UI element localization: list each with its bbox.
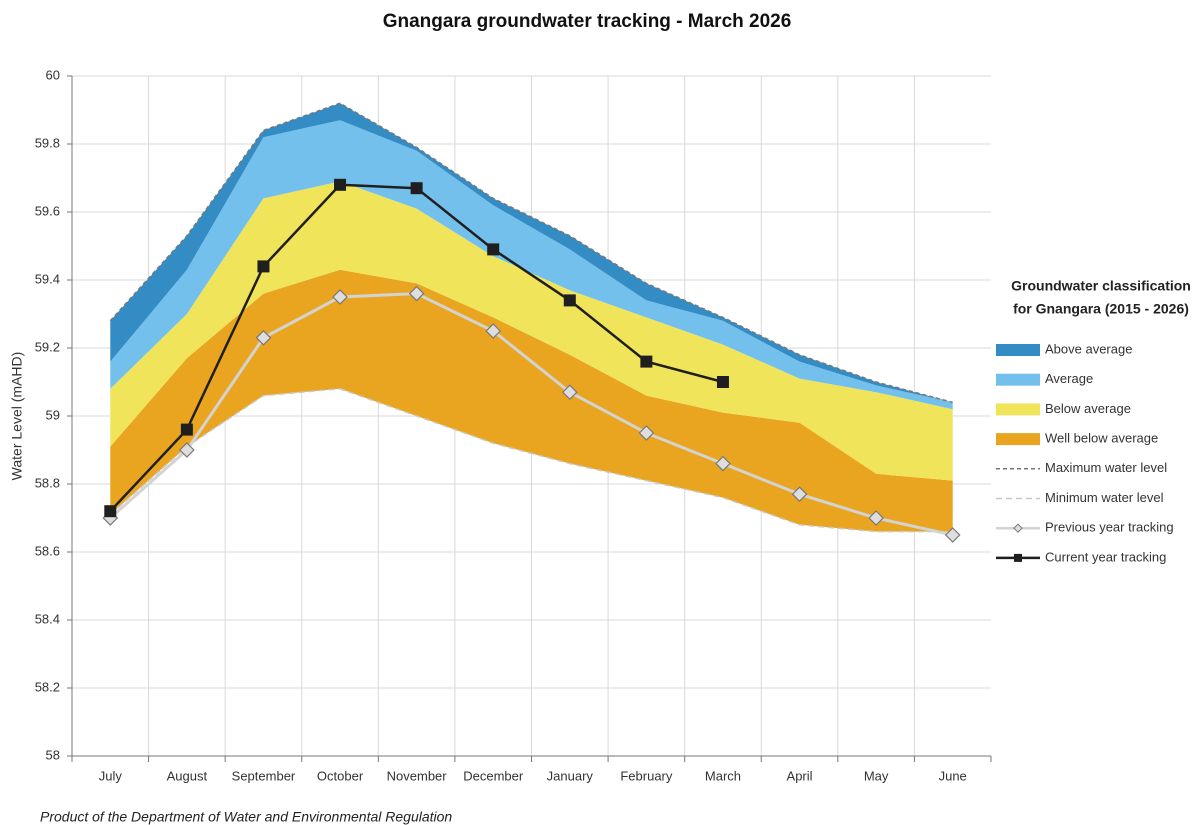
legend-label: Maximum water level xyxy=(1045,460,1167,475)
square-marker xyxy=(640,355,653,368)
legend-label: Below average xyxy=(1045,401,1131,416)
legend-title: for Gnangara (2015 - 2026) xyxy=(1013,301,1189,317)
area-band xyxy=(110,181,953,481)
y-tick-label: 59 xyxy=(46,407,60,422)
legend-swatch xyxy=(996,344,1040,356)
diamond-marker xyxy=(255,329,272,346)
legend-swatch xyxy=(996,373,1040,386)
x-tick-label: May xyxy=(864,768,889,783)
diamond-marker xyxy=(179,442,195,458)
y-tick-label: 58.8 xyxy=(35,475,60,490)
max-line xyxy=(109,102,953,404)
x-tick-label: November xyxy=(387,768,448,783)
diamond-marker xyxy=(715,455,731,472)
square-marker xyxy=(104,505,117,518)
x-tick-label: April xyxy=(787,768,813,783)
legend-swatch xyxy=(996,403,1040,416)
legend-label: Average xyxy=(1045,371,1093,386)
y-tick-label: 60 xyxy=(46,67,60,82)
y-tick-label: 59.8 xyxy=(35,135,60,150)
tracking-line xyxy=(109,292,954,537)
y-tick-label: 59.6 xyxy=(35,203,60,218)
diamond-marker xyxy=(408,285,425,302)
diamond-marker xyxy=(561,384,578,401)
x-tick-label: August xyxy=(167,768,208,783)
legend-label: Well below average xyxy=(1045,431,1158,446)
area-band xyxy=(110,120,953,410)
y-tick-label: 59.2 xyxy=(35,339,60,354)
x-tick-label: December xyxy=(463,768,524,783)
x-tick-label: September xyxy=(232,768,296,783)
square-marker xyxy=(410,182,423,195)
min-line xyxy=(109,388,953,533)
square-marker xyxy=(487,243,500,256)
square-marker xyxy=(716,376,729,388)
square-marker xyxy=(257,260,270,273)
area-band xyxy=(110,103,953,403)
legend-marker xyxy=(1013,523,1023,533)
legend-label: Previous year tracking xyxy=(1045,520,1174,535)
x-tick-label: March xyxy=(705,768,741,783)
diamond-marker xyxy=(791,486,808,503)
y-tick-label: 58.4 xyxy=(35,611,60,626)
y-tick-label: 59.4 xyxy=(35,271,60,286)
x-tick-label: February xyxy=(620,768,673,783)
diamond-marker xyxy=(868,510,884,526)
square-marker xyxy=(334,178,347,191)
legend-label: Minimum water level xyxy=(1045,490,1164,505)
legend-swatch xyxy=(996,433,1040,446)
square-marker xyxy=(180,423,193,436)
x-tick-label: October xyxy=(317,768,364,783)
footer: Product of the Department of Water and E… xyxy=(40,809,452,825)
y-tick-label: 58 xyxy=(46,747,60,762)
legend-label: Above average xyxy=(1045,341,1132,356)
diamond-marker xyxy=(944,527,961,543)
diamond-marker xyxy=(638,425,655,441)
legend-marker xyxy=(1014,553,1022,562)
x-tick-label: June xyxy=(939,768,967,783)
y-tick-label: 58.2 xyxy=(35,679,60,694)
diamond-marker xyxy=(485,323,502,339)
legend-label: Current year tracking xyxy=(1045,549,1166,564)
x-tick-label: July xyxy=(99,768,123,783)
y-tick-label: 58.6 xyxy=(35,543,60,558)
y-axis-label: Water Level (mAHD) xyxy=(9,352,25,481)
x-tick-label: January xyxy=(547,768,594,783)
square-marker xyxy=(563,294,576,307)
diamond-marker xyxy=(332,289,348,305)
chart-title: Gnangara groundwater tracking - March 20… xyxy=(383,11,792,32)
legend-title: Groundwater classification xyxy=(1011,278,1191,294)
area-band xyxy=(110,269,953,532)
